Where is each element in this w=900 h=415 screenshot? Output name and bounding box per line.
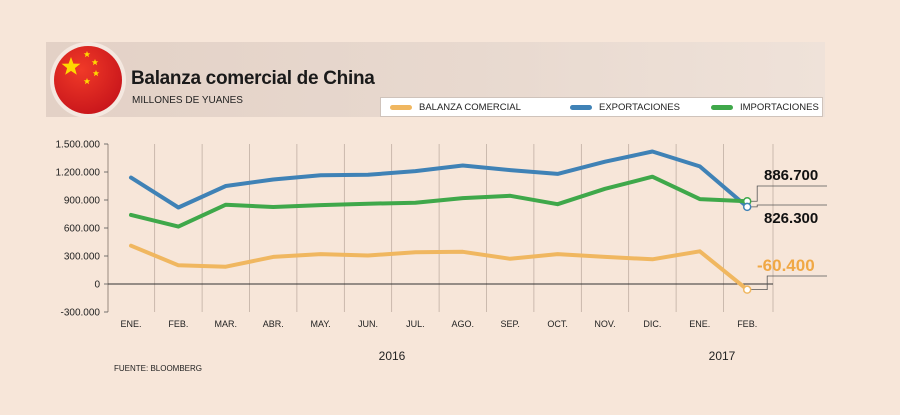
legend: BALANZA COMERCIAL EXPORTACIONES IMPORTAC… [380, 97, 823, 117]
year-label: 2016 [379, 349, 406, 363]
y-tick-label: 1.500.000 [56, 140, 101, 151]
y-tick-label: -300.000 [61, 308, 101, 319]
callout-connector-exportaciones [747, 204, 827, 208]
y-tick-label: 900.000 [64, 196, 101, 207]
series-line-importaciones [129, 174, 750, 229]
y-tick-label: 0 [94, 280, 100, 291]
x-tick-label: FEB. [168, 319, 188, 329]
y-tick-label: 600.000 [64, 224, 101, 235]
x-tick-label: JUL. [406, 319, 425, 329]
year-label: 2017 [709, 349, 736, 363]
x-tick-label: DIC. [643, 319, 661, 329]
legend-label-exportaciones: EXPORTACIONES [599, 101, 680, 113]
callout-importaciones: 886.700 [764, 167, 818, 184]
callout-connector-importaciones [747, 185, 827, 202]
x-tick-label: JUN. [358, 319, 378, 329]
chart-title: Balanza comercial de China [131, 68, 375, 89]
legend-swatch-balanza [390, 104, 412, 110]
legend-item-importaciones: IMPORTACIONES [711, 98, 819, 116]
source-note: FUENTE: BLOOMBERG [114, 364, 203, 373]
y-tick-label: 300.000 [64, 252, 101, 263]
y-tick-label: 1.200.000 [56, 168, 101, 179]
callout-exportaciones: 826.300 [764, 210, 818, 227]
series-line-balanza-comercial [129, 243, 750, 292]
legend-item-balanza: BALANZA COMERCIAL [390, 98, 521, 116]
x-tick-label: NOV. [594, 319, 615, 329]
end-marker-balanza [742, 285, 752, 294]
callout-balanza: -60.400 [757, 256, 815, 275]
x-tick-label: AGO. [452, 319, 475, 329]
legend-swatch-importaciones [711, 104, 733, 110]
legend-label-importaciones: IMPORTACIONES [740, 101, 819, 113]
x-tick-label: ENE. [120, 319, 141, 329]
callout-connector-balanza [747, 275, 827, 291]
chart-subtitle: MILLONES DE YUANES [132, 95, 243, 106]
x-tick-label: FEB. [737, 319, 757, 329]
x-tick-label: OCT. [547, 319, 568, 329]
x-tick-label: ENE. [689, 319, 710, 329]
legend-item-exportaciones: EXPORTACIONES [570, 98, 680, 116]
legend-swatch-exportaciones [570, 104, 592, 110]
x-tick-label: SEP. [501, 319, 520, 329]
x-tick-label: ABR. [263, 319, 284, 329]
series-line-exportaciones [129, 149, 750, 210]
end-marker-exportaciones [742, 202, 752, 212]
x-tick-label: MAR. [215, 319, 238, 329]
legend-label-balanza: BALANZA COMERCIAL [419, 101, 521, 113]
x-tick-label: MAY. [311, 319, 331, 329]
